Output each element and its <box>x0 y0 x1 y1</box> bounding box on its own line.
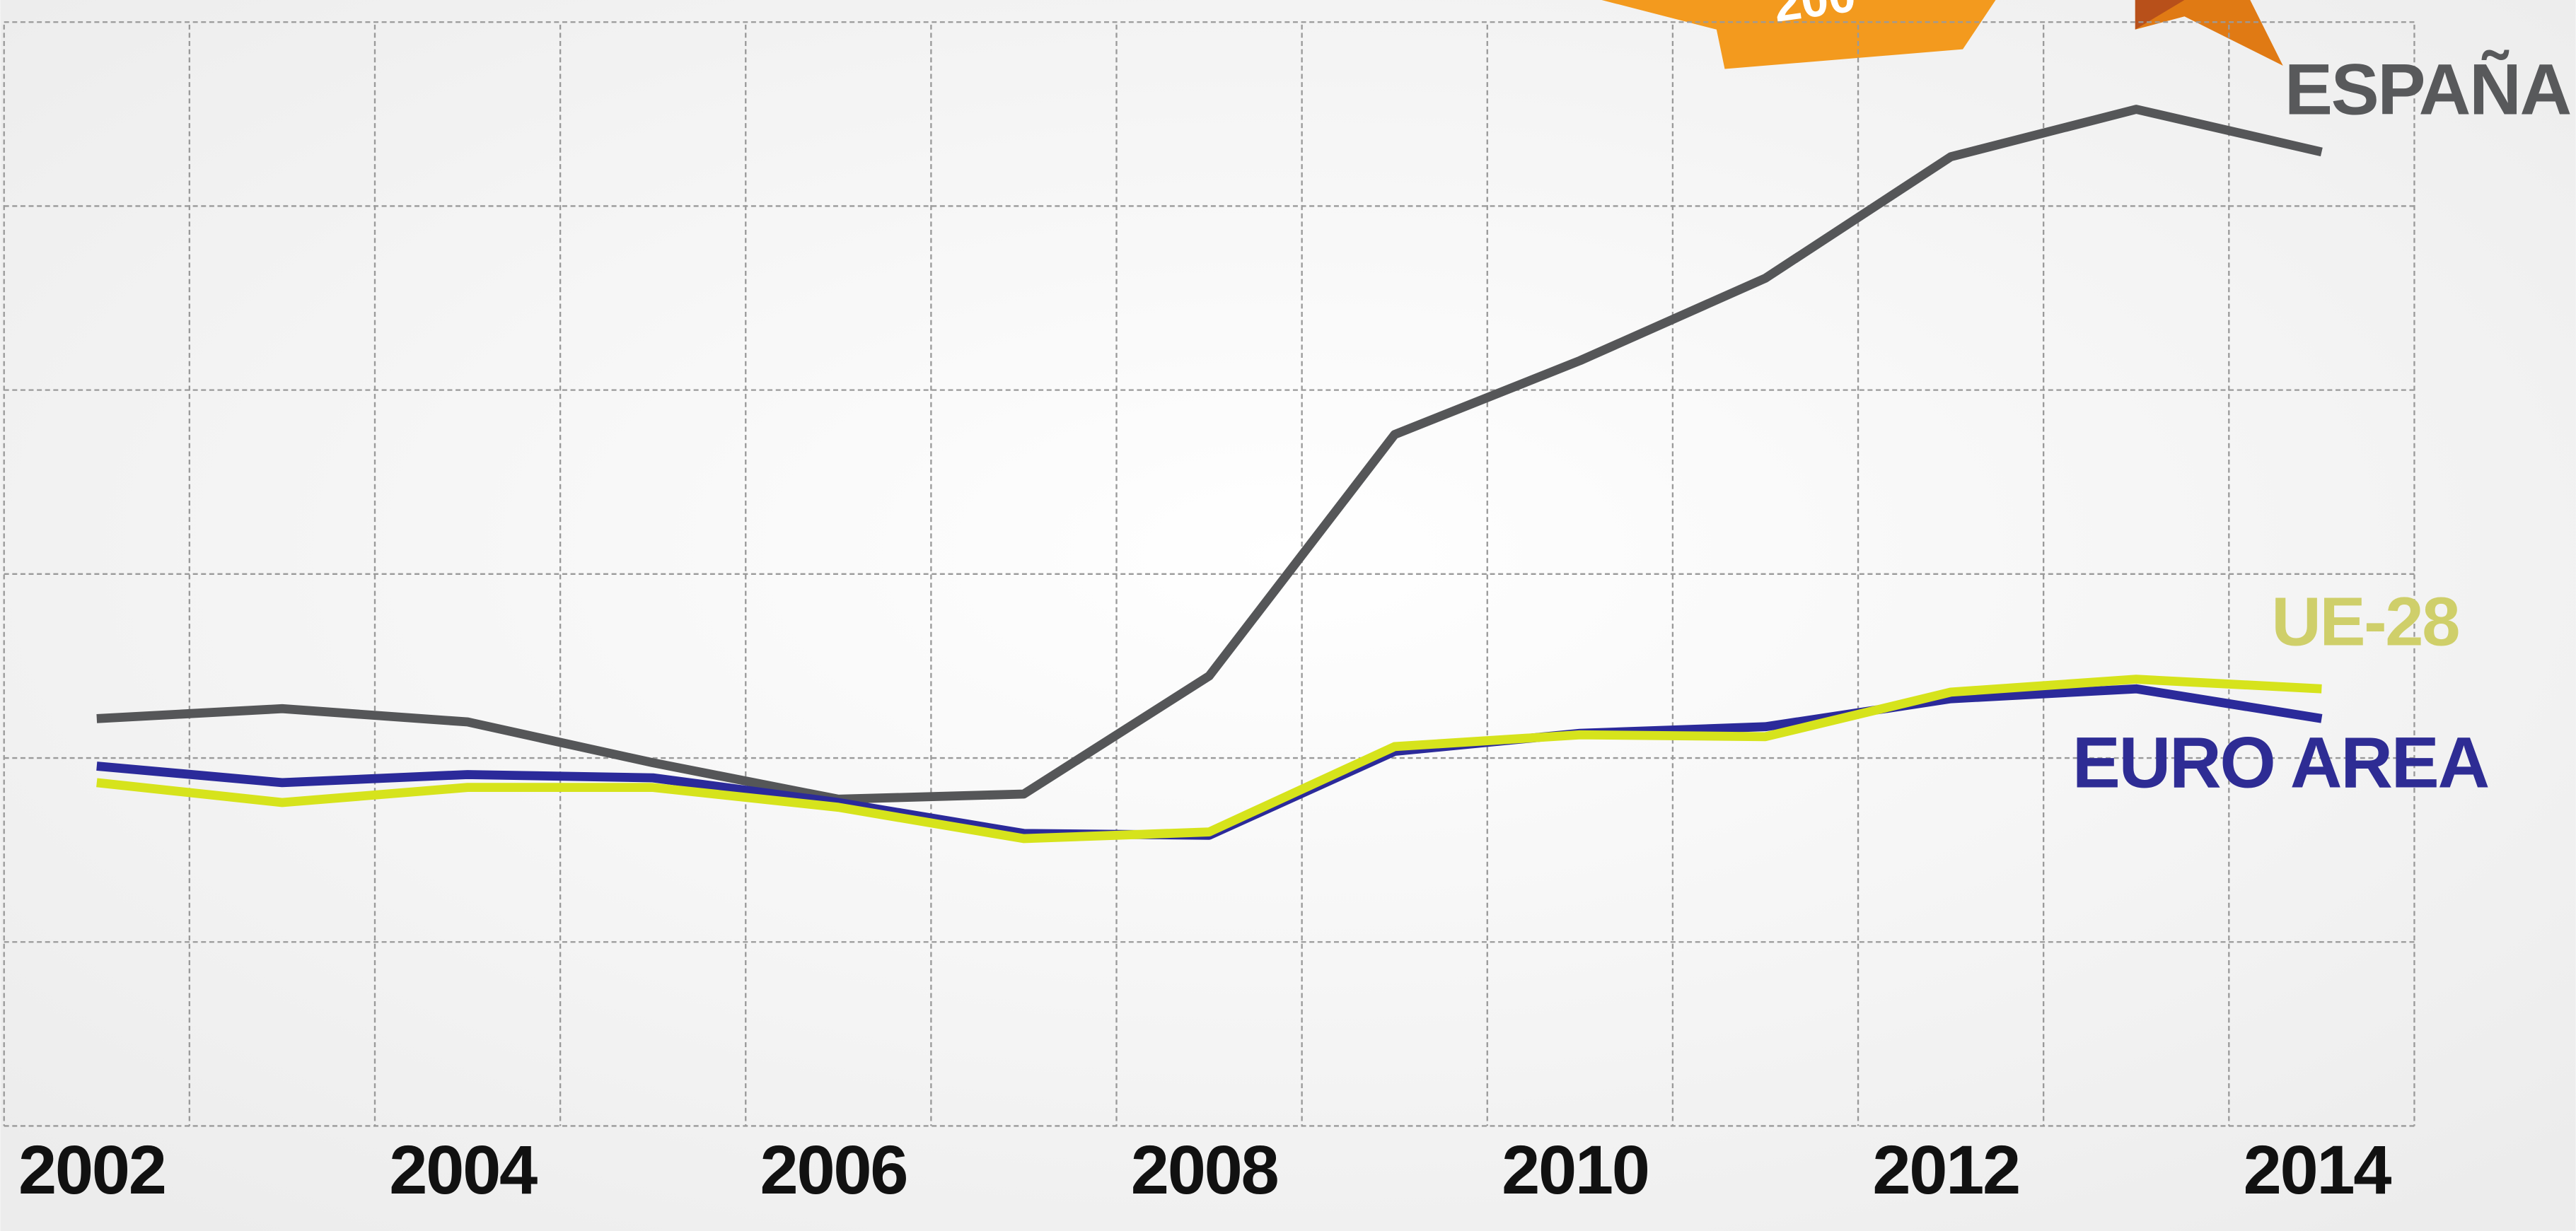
x-tick-label: 2010 <box>1502 1131 1649 1208</box>
series-label: UE-28 <box>2271 583 2459 660</box>
x-tick-label: 2012 <box>1872 1131 2019 1208</box>
series-label: EURO AREA <box>2072 722 2489 803</box>
page: {"chart_data": {"type": "line", "annotat… <box>0 0 2576 1231</box>
background <box>1 0 2575 1231</box>
x-tick-label: 2014 <box>2244 1131 2392 1208</box>
x-tick-label: 2002 <box>18 1131 166 1208</box>
x-tick-label: 2004 <box>389 1131 538 1208</box>
x-tick-label: 2006 <box>760 1131 907 1208</box>
x-tick-label: 2008 <box>1131 1131 1278 1208</box>
series-label: ESPAÑA <box>2285 49 2571 130</box>
chart: 200 2002200420062008201020122014ESPAÑAEU… <box>0 0 2576 1231</box>
